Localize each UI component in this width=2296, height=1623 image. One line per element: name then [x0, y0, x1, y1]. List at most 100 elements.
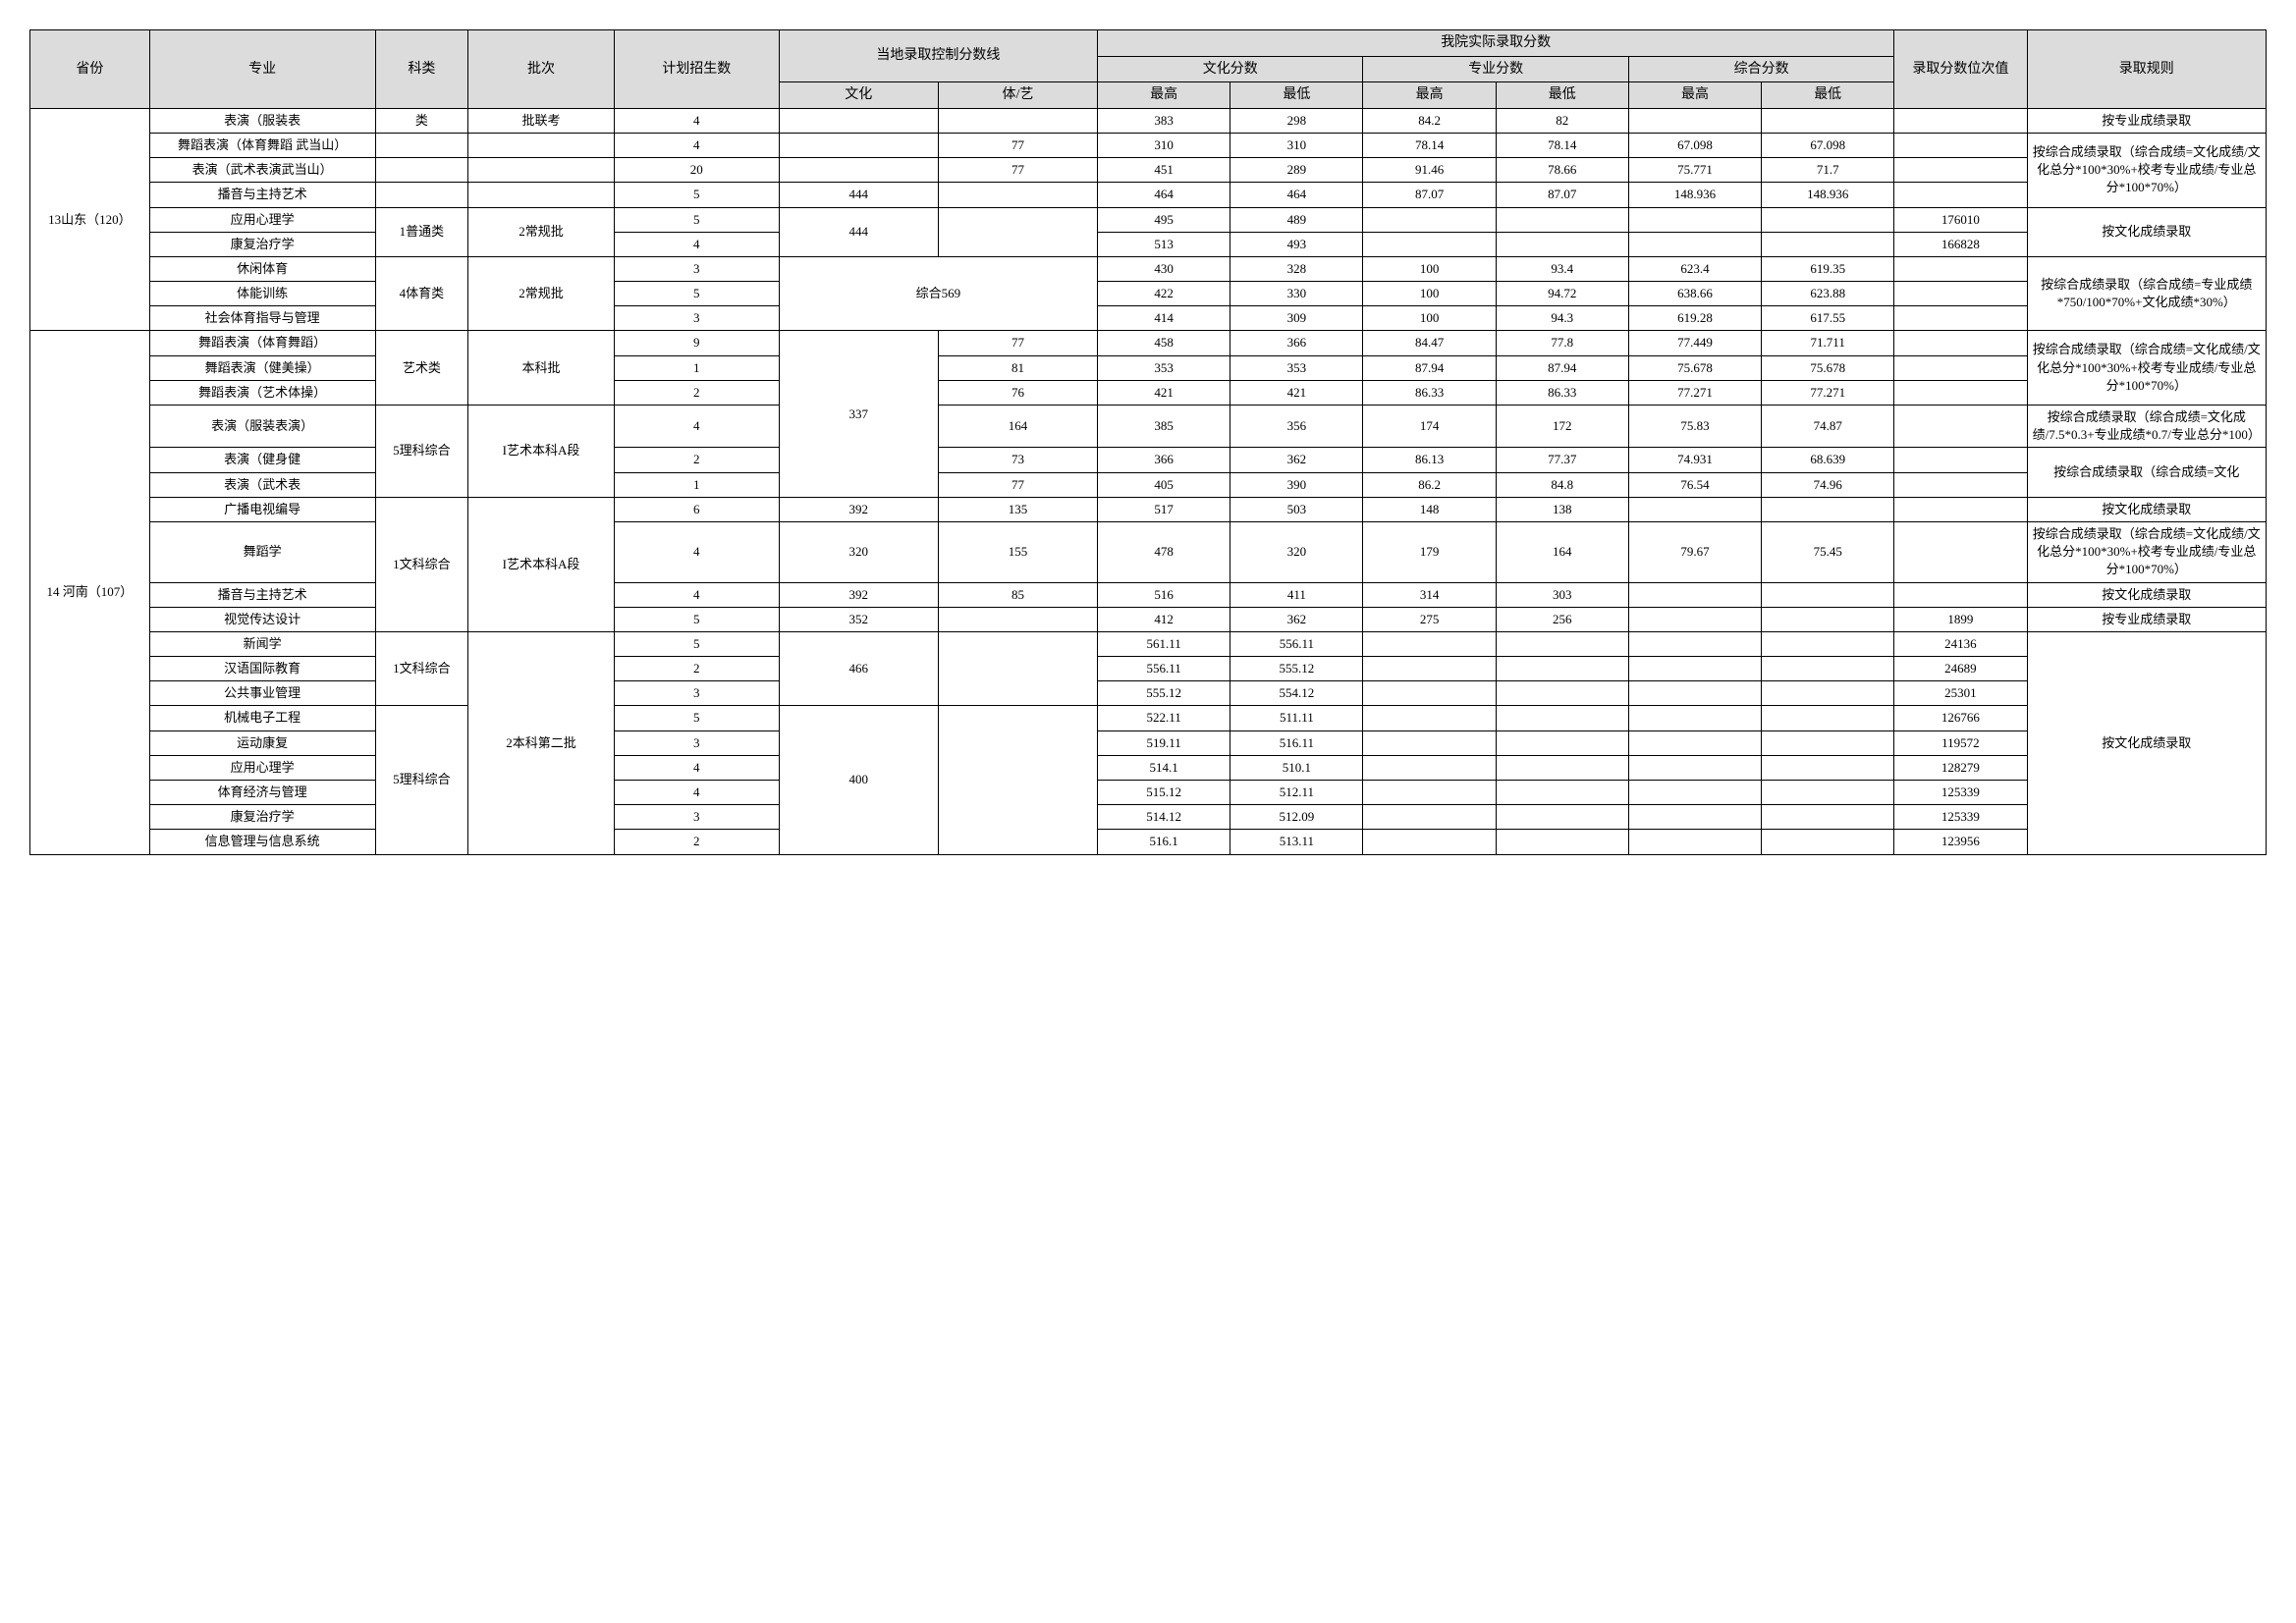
table-cell: 77.449 [1628, 331, 1761, 355]
table-cell: 503 [1230, 497, 1363, 521]
table-cell: 康复治疗学 [149, 805, 375, 830]
table-cell [1894, 355, 2027, 380]
table-cell: 机械电子工程 [149, 706, 375, 730]
table-row: 舞蹈表演（健美操）18135335387.9487.9475.67875.678 [30, 355, 2267, 380]
table-cell: 125339 [1894, 805, 2027, 830]
table-cell: 3 [614, 805, 779, 830]
table-cell [1496, 805, 1628, 830]
table-cell: 按文化成绩录取 [2027, 631, 2267, 854]
th-local-line: 当地录取控制分数线 [779, 30, 1098, 82]
table-cell [1762, 207, 1894, 232]
table-cell [938, 607, 1097, 631]
table-cell: 337 [779, 331, 938, 497]
table-cell: 414 [1098, 306, 1230, 331]
th-zh-low: 最低 [1762, 82, 1894, 109]
table-cell [1496, 207, 1628, 232]
table-cell: 155 [938, 521, 1097, 582]
table-row: 播音与主持艺术544446446487.0787.07148.936148.93… [30, 183, 2267, 207]
table-cell: 类 [375, 108, 468, 133]
table-cell: 78.14 [1363, 133, 1496, 157]
table-cell [1762, 582, 1894, 607]
table-cell: 按专业成绩录取 [2027, 108, 2267, 133]
table-cell: 77.271 [1628, 380, 1761, 405]
table-cell: 4 [614, 232, 779, 256]
table-cell: 466 [779, 631, 938, 706]
table-cell: 556.11 [1230, 631, 1363, 656]
table-cell [1628, 755, 1761, 780]
th-local-wenhua: 文化 [779, 82, 938, 109]
table-row: 公共事业管理3555.12554.1225301 [30, 681, 2267, 706]
table-cell: 71.711 [1762, 331, 1894, 355]
table-cell: 汉语国际教育 [149, 657, 375, 681]
table-cell: 392 [779, 497, 938, 521]
table-cell: 362 [1230, 448, 1363, 472]
table-cell: 86.2 [1363, 472, 1496, 497]
table-cell: 405 [1098, 472, 1230, 497]
table-cell: 艺术类 [375, 331, 468, 406]
table-cell: 511.11 [1230, 706, 1363, 730]
table-cell: 1 [614, 472, 779, 497]
table-cell: 舞蹈表演（体育舞蹈 武当山） [149, 133, 375, 157]
table-cell: 体能训练 [149, 282, 375, 306]
table-cell [1363, 730, 1496, 755]
table-row: 舞蹈学432015547832017916479.6775.45按综合成绩录取（… [30, 521, 2267, 582]
table-cell: 4 [614, 406, 779, 448]
table-cell: 356 [1230, 406, 1363, 448]
th-zonghe-score: 综合分数 [1628, 56, 1893, 82]
table-cell: 表演（服装表 [149, 108, 375, 133]
table-cell: 310 [1230, 133, 1363, 157]
table-cell: 320 [779, 521, 938, 582]
table-cell [468, 183, 615, 207]
table-cell: 表演（健身健 [149, 448, 375, 472]
table-cell [1894, 380, 2027, 405]
table-cell: 135 [938, 497, 1097, 521]
table-cell: 24689 [1894, 657, 2027, 681]
table-cell: 510.1 [1230, 755, 1363, 780]
table-cell [1628, 805, 1761, 830]
table-cell: 513.11 [1230, 830, 1363, 854]
table-cell: 617.55 [1762, 306, 1894, 331]
table-cell [1762, 781, 1894, 805]
table-cell [375, 133, 468, 157]
table-cell [1762, 681, 1894, 706]
table-cell: 100 [1363, 256, 1496, 281]
table-cell: 表演（武术表 [149, 472, 375, 497]
table-cell: 5 [614, 631, 779, 656]
table-cell [375, 183, 468, 207]
table-cell: 516 [1098, 582, 1230, 607]
table-cell: 74.87 [1762, 406, 1894, 448]
table-cell: 383 [1098, 108, 1230, 133]
table-cell: 522.11 [1098, 706, 1230, 730]
th-zy-high: 最高 [1363, 82, 1496, 109]
table-cell: 2 [614, 380, 779, 405]
table-cell: 1普通类 [375, 207, 468, 256]
th-rank: 录取分数位次值 [1894, 30, 2027, 109]
table-cell: 4 [614, 755, 779, 780]
table-cell: 298 [1230, 108, 1363, 133]
th-rule: 录取规则 [2027, 30, 2267, 109]
th-wh-low: 最低 [1230, 82, 1363, 109]
table-cell: 应用心理学 [149, 207, 375, 232]
table-cell: 310 [1098, 133, 1230, 157]
table-cell: 385 [1098, 406, 1230, 448]
table-cell: 4 [614, 108, 779, 133]
th-zhuanye-score: 专业分数 [1363, 56, 1628, 82]
th-wh-high: 最高 [1098, 82, 1230, 109]
table-cell: 458 [1098, 331, 1230, 355]
table-cell: 353 [1230, 355, 1363, 380]
table-cell: 619.35 [1762, 256, 1894, 281]
table-cell: 516.1 [1098, 830, 1230, 854]
table-cell: 77 [938, 158, 1097, 183]
table-cell: 4体育类 [375, 256, 468, 331]
table-row: 广播电视编导1文科综合I艺术本科A段6392135517503148138按文化… [30, 497, 2267, 521]
table-cell: 84.47 [1363, 331, 1496, 355]
table-row: 表演（健身健27336636286.1377.3774.93168.639按综合… [30, 448, 2267, 472]
table-cell: 172 [1496, 406, 1628, 448]
table-cell: 按文化成绩录取 [2027, 207, 2267, 256]
table-cell: 新闻学 [149, 631, 375, 656]
table-cell: 512.09 [1230, 805, 1363, 830]
table-cell: 78.66 [1496, 158, 1628, 183]
table-cell: 24136 [1894, 631, 2027, 656]
table-cell: 86.33 [1496, 380, 1628, 405]
table-cell: 1 [614, 355, 779, 380]
